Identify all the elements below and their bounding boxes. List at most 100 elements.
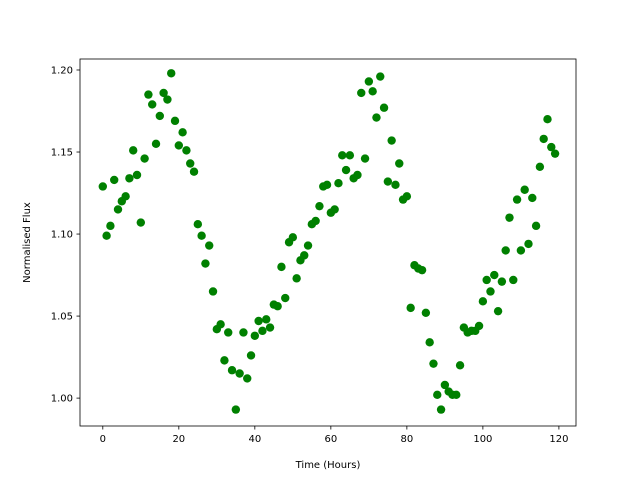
data-point: [243, 374, 252, 383]
data-point: [490, 270, 499, 280]
data-point: [482, 275, 491, 285]
data-point: [501, 246, 510, 255]
data-point: [155, 111, 165, 121]
data-point: [330, 205, 339, 214]
y-tick-label: 1.00: [51, 394, 73, 405]
data-point: [132, 170, 142, 180]
y-tick-label: 1.10: [51, 230, 73, 241]
data-point: [303, 241, 313, 250]
data-point: [170, 116, 180, 126]
data-point: [300, 251, 309, 260]
data-point: [539, 134, 548, 144]
data-point: [121, 192, 130, 201]
data-point: [174, 141, 184, 150]
data-point: [436, 405, 446, 414]
data-point: [550, 149, 560, 158]
x-tick-label: 60: [324, 434, 337, 445]
data-point: [516, 246, 526, 255]
data-point: [106, 221, 115, 231]
data-point: [113, 205, 123, 214]
data-point: [220, 356, 229, 365]
data-point: [197, 231, 206, 240]
data-point: [189, 167, 199, 176]
x-tick-label: 40: [248, 434, 261, 445]
data-point: [429, 359, 438, 368]
data-point: [277, 262, 286, 272]
y-axis-label: Normalised Flux: [22, 202, 33, 283]
data-point: [167, 69, 176, 78]
y-tick-label: 1.05: [51, 312, 73, 323]
data-point: [440, 380, 450, 390]
data-point: [528, 193, 537, 203]
data-point: [376, 72, 385, 81]
data-point: [474, 321, 484, 331]
data-point: [262, 315, 271, 324]
data-point: [182, 146, 191, 155]
data-point: [102, 231, 111, 240]
data-point: [144, 90, 153, 99]
data-point: [493, 306, 503, 316]
data-point: [265, 323, 275, 332]
data-point: [334, 178, 343, 188]
data-point: [338, 151, 347, 160]
data-point: [227, 366, 237, 375]
data-point: [216, 320, 225, 329]
data-point: [201, 259, 210, 268]
data-point: [136, 218, 146, 227]
data-point: [512, 195, 522, 204]
data-point: [425, 338, 434, 347]
x-tick-label: 100: [473, 434, 492, 445]
data-point: [273, 302, 282, 311]
data-point: [254, 316, 263, 326]
data-point: [281, 293, 290, 303]
x-tick-label: 20: [172, 434, 185, 445]
data-point: [531, 221, 541, 231]
data-point: [364, 77, 374, 86]
data-point: [193, 220, 203, 229]
data-point: [98, 182, 108, 191]
data-point: [208, 287, 218, 296]
x-tick-label: 80: [400, 434, 413, 445]
data-point: [391, 180, 400, 190]
data-point: [353, 170, 362, 180]
data-point: [406, 303, 415, 313]
data-point: [292, 274, 301, 283]
data-point: [140, 154, 149, 163]
data-point: [311, 216, 320, 226]
data-point: [433, 390, 442, 400]
data-point: [505, 213, 514, 222]
data-point: [395, 159, 404, 168]
data-point: [535, 162, 545, 171]
data-point: [129, 146, 138, 155]
data-point: [205, 241, 214, 250]
data-point: [231, 405, 241, 414]
data-point: [178, 128, 187, 137]
data-point: [341, 165, 351, 175]
y-tick-label: 1.20: [51, 65, 73, 76]
y-tick-label: 1.15: [51, 148, 73, 159]
data-point: [368, 87, 377, 96]
data-point: [159, 88, 168, 98]
data-point: [402, 192, 412, 201]
data-point: [186, 159, 195, 168]
data-point: [372, 113, 381, 122]
data-point: [163, 95, 172, 104]
data-point: [224, 328, 233, 337]
data-point: [524, 239, 533, 249]
data-point: [151, 139, 161, 149]
data-point: [478, 297, 488, 306]
data-point: [455, 361, 465, 370]
data-point: [417, 265, 427, 275]
data-point: [148, 100, 157, 109]
data-point: [387, 136, 396, 145]
data-point: [258, 326, 267, 336]
x-axis-label: Time (Hours): [295, 460, 361, 471]
data-point: [520, 185, 529, 194]
data-point: [486, 287, 495, 296]
plot-frame: [79, 58, 577, 427]
data-point: [383, 177, 393, 186]
x-tick-label: 0: [100, 434, 106, 445]
data-point: [360, 154, 370, 163]
